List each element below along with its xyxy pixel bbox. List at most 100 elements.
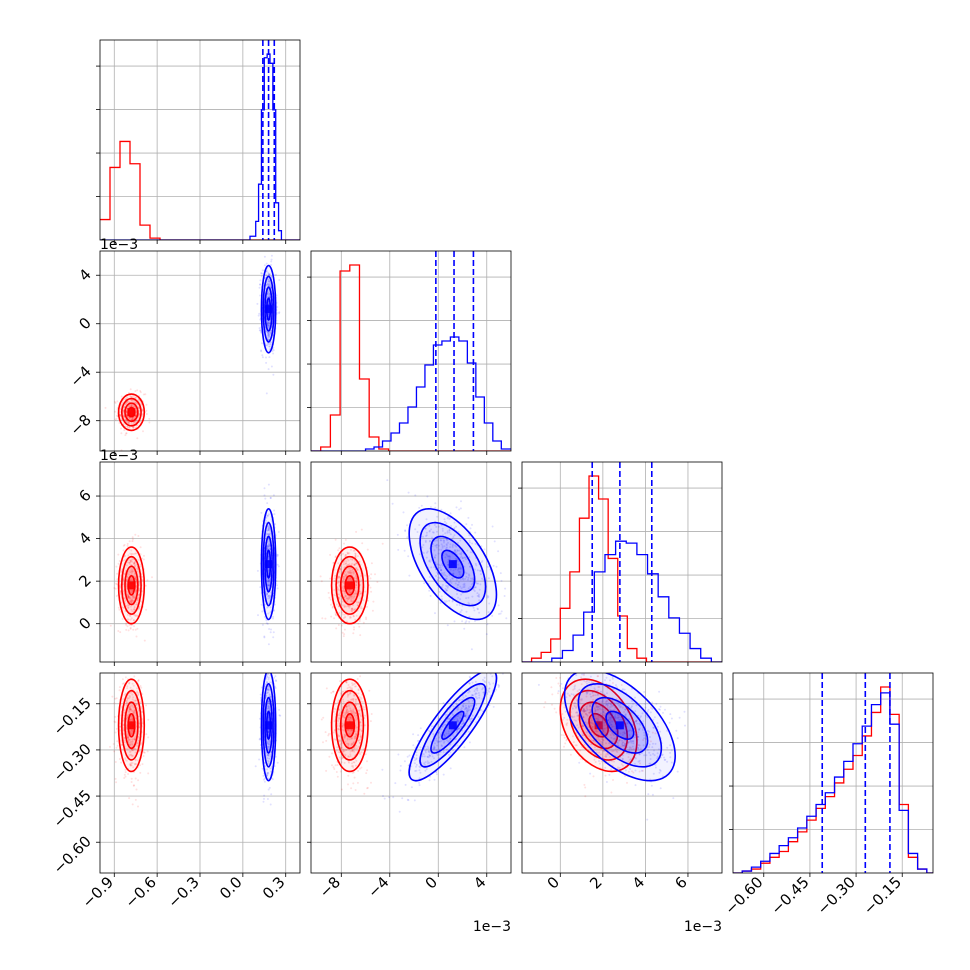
sample-point — [132, 628, 135, 631]
sample-point — [356, 568, 359, 571]
sample-point — [347, 571, 350, 574]
sample-point — [456, 593, 458, 595]
sample-point — [261, 272, 264, 275]
sample-point — [268, 533, 271, 536]
sample-point — [466, 709, 469, 712]
sample-point — [268, 584, 271, 587]
sample-point — [445, 544, 448, 547]
density-peak — [448, 560, 457, 569]
sample-point — [263, 636, 266, 639]
sample-point — [271, 350, 274, 353]
sample-point — [437, 573, 439, 576]
sample-point — [266, 580, 269, 583]
sample-point — [266, 547, 269, 550]
sample-point — [123, 398, 126, 401]
sample-point — [360, 592, 363, 595]
sample-point — [125, 605, 128, 607]
sample-point — [126, 701, 128, 704]
sample-point — [132, 417, 135, 420]
sample-point — [139, 771, 142, 774]
sample-point — [449, 512, 452, 515]
sample-point — [337, 728, 340, 731]
sample-point — [441, 527, 444, 530]
sample-point — [442, 573, 445, 576]
sample-point — [344, 576, 347, 579]
sample-point — [345, 574, 348, 577]
sample-point — [132, 749, 134, 752]
sample-point — [459, 539, 462, 542]
sample-point — [435, 546, 438, 549]
sample-point — [266, 676, 269, 678]
sample-point — [352, 615, 355, 618]
sample-point — [355, 562, 358, 565]
sample-point — [130, 617, 133, 620]
sample-point — [352, 782, 355, 785]
sample-point — [473, 590, 476, 592]
sample-point — [278, 708, 281, 711]
sample-point — [355, 584, 358, 586]
sample-point — [137, 535, 140, 537]
sample-point — [270, 260, 273, 263]
sample-point — [498, 684, 501, 687]
sample-point — [363, 792, 366, 795]
histogram-blue — [100, 53, 300, 240]
sample-point — [451, 537, 454, 540]
sample-point — [353, 564, 356, 566]
sample-point — [131, 693, 134, 696]
sample-point — [130, 624, 133, 627]
sample-point — [461, 620, 464, 623]
sample-point — [268, 665, 270, 667]
sample-point — [465, 716, 468, 719]
sample-point — [347, 597, 350, 600]
sample-point — [267, 689, 270, 692]
sample-point — [433, 747, 436, 750]
sample-point — [124, 554, 127, 557]
sample-point — [358, 625, 361, 628]
sample-point — [493, 540, 496, 543]
sample-point — [134, 396, 137, 399]
sample-point — [129, 589, 132, 592]
sample-point — [127, 594, 130, 597]
sample-point — [129, 569, 132, 572]
sample-point — [138, 580, 141, 583]
sample-point — [360, 730, 363, 732]
sample-point — [345, 553, 348, 556]
sample-point — [339, 739, 342, 742]
sample-point — [261, 342, 263, 345]
sample-point — [138, 406, 140, 409]
sample-point — [278, 312, 280, 315]
sample-point — [440, 543, 443, 546]
sample-point — [351, 571, 354, 574]
sample-point — [133, 565, 136, 567]
sample-point — [137, 740, 140, 743]
sample-point — [346, 600, 349, 603]
sample-point — [268, 526, 270, 528]
sample-point — [131, 396, 133, 399]
sample-point — [457, 541, 459, 544]
sample-point — [138, 730, 141, 733]
sample-point — [352, 700, 355, 703]
sample-point — [459, 716, 461, 719]
sample-point — [321, 617, 324, 620]
sample-point — [370, 713, 373, 715]
sample-point — [129, 560, 132, 562]
sample-point — [459, 556, 462, 559]
sample-point — [487, 577, 490, 580]
sample-point — [349, 595, 352, 598]
sample-point — [456, 719, 459, 722]
sample-point — [136, 666, 138, 668]
sample-point — [265, 751, 268, 754]
sample-point — [341, 631, 344, 634]
sample-point — [265, 694, 268, 697]
sample-point — [139, 563, 142, 566]
sample-point — [128, 708, 131, 711]
sample-point — [407, 799, 410, 802]
sample-point — [268, 596, 271, 599]
sample-point — [267, 759, 269, 762]
sample-point — [268, 324, 271, 327]
sample-point — [134, 533, 137, 536]
sample-point — [267, 743, 270, 746]
sample-point — [115, 595, 118, 597]
sample-point — [376, 581, 379, 583]
sample-point — [267, 584, 270, 587]
